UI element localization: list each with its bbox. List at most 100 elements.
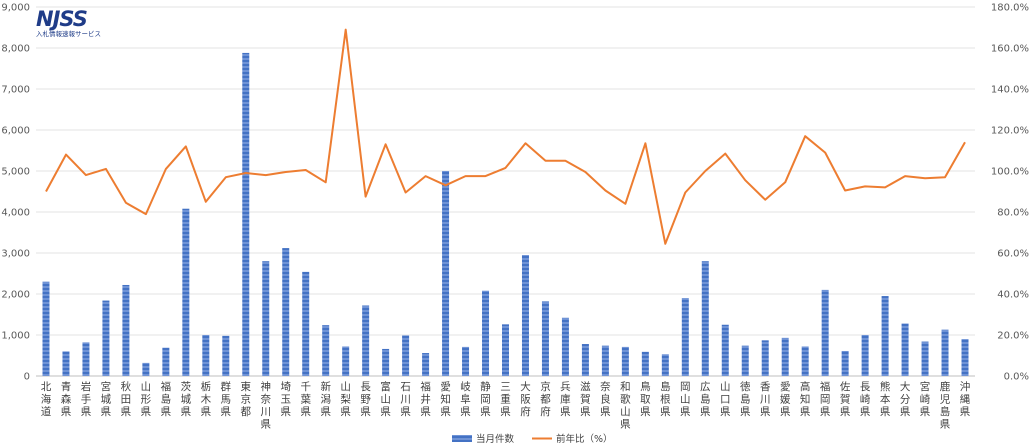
category-label-char: 県 (780, 406, 791, 418)
category-label-char: 岩 (81, 380, 92, 393)
y-right-tick-label: 160.0% (991, 44, 1029, 55)
category-label-char: 愛 (780, 380, 791, 393)
category-label-char: 熊 (880, 380, 891, 393)
category-label-char: 重 (500, 393, 511, 406)
logo-subtitle: 入札情報速報サービス (36, 30, 101, 38)
category-label-char: 県 (580, 406, 591, 418)
y-left-tick-label: 5,000 (1, 167, 30, 178)
category-label-char: 栃 (201, 380, 212, 393)
category-label: 埼玉県 (280, 380, 291, 418)
category-label: 長野県 (360, 381, 371, 418)
category-label-char: 新 (320, 380, 331, 393)
category-label-char: 静 (480, 380, 491, 393)
category-label-char: 県 (960, 406, 971, 418)
category-label: 群馬県 (221, 380, 232, 418)
category-label-char: 県 (221, 406, 232, 418)
category-label: 長崎県 (860, 381, 871, 418)
category-label-char: 香 (760, 381, 771, 393)
category-label-char: 福 (420, 380, 431, 393)
category-label-char: 岐 (460, 380, 471, 393)
category-label-char: 山 (380, 394, 391, 406)
category-label-char: 県 (940, 419, 951, 431)
category-label-char: 県 (340, 406, 351, 418)
category-label: 石川県 (400, 381, 411, 418)
category-label-char: 高 (800, 380, 811, 393)
category-label-char: 県 (880, 406, 891, 418)
bar (442, 171, 450, 376)
category-label-char: 県 (61, 406, 72, 418)
line-series (45, 28, 966, 245)
category-label: 香川県 (760, 381, 771, 418)
bar (422, 353, 430, 376)
category-label-char: 山 (680, 394, 691, 406)
category-label-char: 兵 (560, 380, 571, 393)
legend-bar-label: 当月件数 (476, 433, 515, 445)
category-label-char: 賀 (580, 394, 591, 406)
category-label: 岩手県 (81, 380, 92, 418)
category-label-char: 玉 (280, 394, 291, 406)
category-label-char: 潟 (320, 393, 331, 406)
bar (661, 354, 669, 376)
category-label: 千葉県 (300, 381, 311, 418)
category-label: 青森県 (61, 380, 72, 418)
category-label-char: 県 (101, 406, 112, 418)
category-label-char: 県 (820, 406, 831, 418)
bar-series (42, 52, 969, 377)
category-label-char: 島 (940, 405, 951, 418)
category-label: 静岡県 (480, 380, 491, 418)
y-left-tick-label: 0 (24, 372, 30, 383)
y-left-tick-label: 8,000 (1, 44, 30, 55)
category-label-char: 根 (660, 393, 671, 406)
category-label-char: 都 (540, 394, 551, 406)
category-label-char: 京 (241, 393, 252, 406)
category-label-char: 広 (700, 380, 711, 393)
bar (581, 344, 589, 376)
category-label: 徳島県 (740, 380, 751, 418)
category-label-char: 県 (300, 406, 311, 418)
y-right-tick-label: 140.0% (991, 85, 1029, 96)
category-label-char: 海 (41, 393, 52, 406)
category-label-char: 県 (141, 406, 152, 418)
category-label-char: 手 (81, 393, 92, 406)
category-label-char: 徳 (740, 380, 751, 393)
y-left-tick-label: 2,000 (1, 290, 30, 301)
category-label-char: 鳥 (640, 380, 651, 393)
category-label-char: 崎 (920, 393, 931, 406)
category-label-char: 県 (840, 406, 851, 418)
category-label-char: 賀 (840, 394, 851, 406)
bar (921, 341, 929, 376)
bar (781, 337, 789, 376)
category-label-char: 崎 (860, 393, 871, 406)
category-label-char: 島 (161, 393, 172, 406)
category-label: 愛知県 (440, 380, 451, 418)
category-label-char: 山 (620, 406, 631, 418)
y-left-tick-label: 7,000 (1, 85, 30, 96)
category-label: 鳥取県 (640, 380, 651, 418)
category-label-char: 県 (760, 406, 771, 418)
category-label-char: 奈 (261, 393, 272, 406)
category-label-char: 県 (680, 406, 691, 418)
y-right-tick-label: 20.0% (997, 331, 1029, 342)
category-label: 広島県 (700, 380, 711, 418)
bar (242, 52, 250, 377)
bar (541, 301, 549, 376)
category-label-char: 県 (600, 406, 611, 418)
category-label-char: 長 (360, 381, 371, 393)
category-label-char: 良 (600, 393, 611, 406)
category-label-char: 県 (280, 406, 291, 418)
category-label: 秋田県 (121, 380, 132, 418)
category-label-char: 岡 (480, 394, 491, 406)
category-label-char: 知 (440, 393, 451, 406)
category-label: 滋賀県 (580, 380, 591, 418)
bar (901, 323, 909, 376)
category-label-char: 千 (300, 381, 311, 393)
category-label-char: 梨 (340, 393, 351, 406)
bar (561, 317, 569, 376)
category-label: 京都府 (540, 380, 551, 418)
bar (821, 289, 829, 376)
category-label-char: 東 (241, 380, 252, 393)
category-label-char: 石 (400, 381, 411, 393)
category-label-char: 県 (181, 406, 192, 418)
category-label-char: 県 (740, 406, 751, 418)
